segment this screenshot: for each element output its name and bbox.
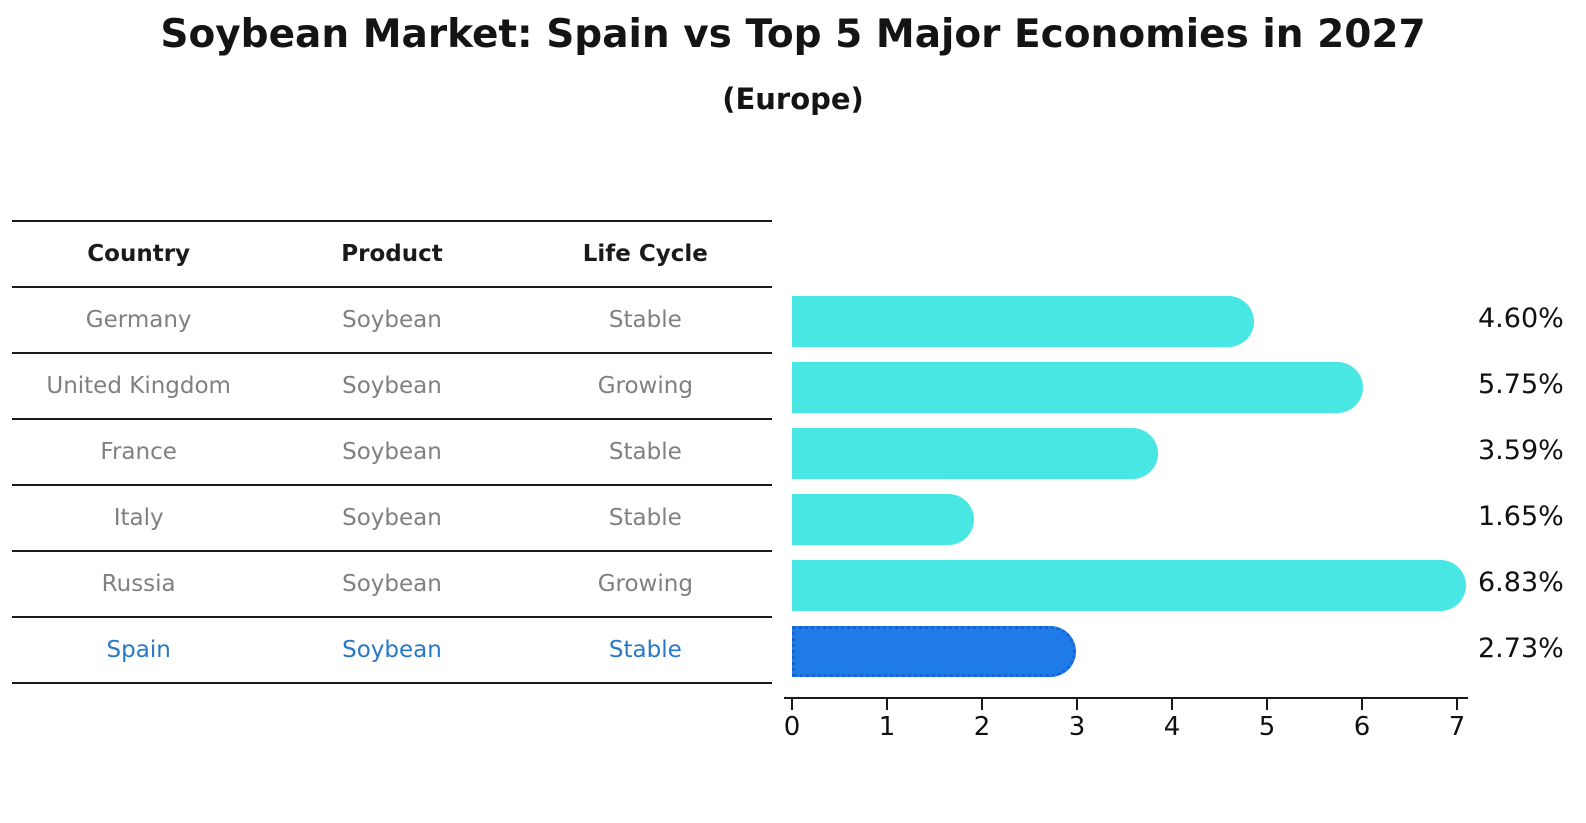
x-tick-label-3: 3: [1068, 712, 1086, 742]
cell-life-cycle: Stable: [608, 505, 682, 531]
cell-product: Soybean: [342, 439, 442, 465]
header-life-cycle: Life Cycle: [582, 241, 708, 267]
header-country: Country: [87, 241, 191, 267]
cell-life-cycle: Stable: [608, 307, 682, 333]
bar-germany: [792, 296, 1254, 347]
cell-life-cycle: Growing: [597, 571, 693, 597]
chart-title: Soybean Market: Spain vs Top 5 Major Eco…: [160, 12, 1426, 57]
x-tick-mark-0: [791, 699, 793, 710]
cell-country: Italy: [113, 505, 164, 531]
x-tick-label-7: 7: [1448, 712, 1466, 742]
table-row-italy: Italy Soybean Stable: [12, 486, 772, 552]
bar-spain: [792, 626, 1077, 677]
cell-country: Spain: [106, 637, 171, 663]
table-row-france: France Soybean Stable: [12, 420, 772, 486]
table-row-germany: Germany Soybean Stable: [12, 288, 772, 354]
cell-product: Soybean: [342, 505, 442, 531]
x-tick-mark-3: [1076, 699, 1078, 710]
chart-subtitle: (Europe): [722, 82, 864, 116]
bar-value-label-russia: 6.83%: [1478, 567, 1564, 598]
bar-value-label-germany: 4.60%: [1478, 303, 1564, 334]
table-header-row: Country Product Life Cycle: [12, 222, 772, 288]
x-tick-label-6: 6: [1353, 712, 1371, 742]
x-tick-label-2: 2: [973, 712, 991, 742]
cell-country: United Kingdom: [46, 373, 231, 399]
bar-italy: [792, 494, 974, 545]
x-tick-mark-5: [1266, 699, 1268, 710]
cell-product: Soybean: [342, 637, 442, 663]
table-row-russia: Russia Soybean Growing: [12, 552, 772, 618]
bar-united-kingdom: [792, 362, 1364, 413]
bar-value-label-united-kingdom: 5.75%: [1478, 369, 1564, 400]
x-tick-label-1: 1: [878, 712, 896, 742]
cell-country: France: [100, 439, 177, 465]
bar-france: [792, 428, 1159, 479]
bar-value-label-spain: 2.73%: [1478, 633, 1564, 664]
x-axis-line: [784, 697, 1468, 699]
x-tick-label-0: 0: [783, 712, 801, 742]
x-tick-label-4: 4: [1163, 712, 1181, 742]
cell-product: Soybean: [342, 307, 442, 333]
x-tick-label-5: 5: [1258, 712, 1276, 742]
x-tick-mark-6: [1361, 699, 1363, 710]
cell-country: Russia: [101, 571, 176, 597]
bar-russia: [792, 560, 1466, 611]
table-row-united-kingdom: United Kingdom Soybean Growing: [12, 354, 772, 420]
cell-life-cycle: Stable: [608, 439, 682, 465]
cell-life-cycle: Stable: [608, 637, 682, 663]
cell-product: Soybean: [342, 373, 442, 399]
bar-value-label-italy: 1.65%: [1478, 501, 1564, 532]
x-tick-mark-1: [886, 699, 888, 710]
cell-country: Germany: [85, 307, 192, 333]
cell-life-cycle: Growing: [597, 373, 693, 399]
bar-value-label-france: 3.59%: [1478, 435, 1564, 466]
header-product: Product: [341, 241, 443, 267]
country-table: Country Product Life Cycle Germany Soybea…: [12, 220, 772, 684]
table-body: Germany Soybean Stable United Kingdom Soybea…: [12, 288, 772, 684]
cell-product: Soybean: [342, 571, 442, 597]
table-row-spain: Spain Soybean Stable: [12, 618, 772, 684]
x-tick-mark-4: [1171, 699, 1173, 710]
x-tick-mark-2: [981, 699, 983, 710]
x-tick-mark-7: [1456, 699, 1458, 710]
